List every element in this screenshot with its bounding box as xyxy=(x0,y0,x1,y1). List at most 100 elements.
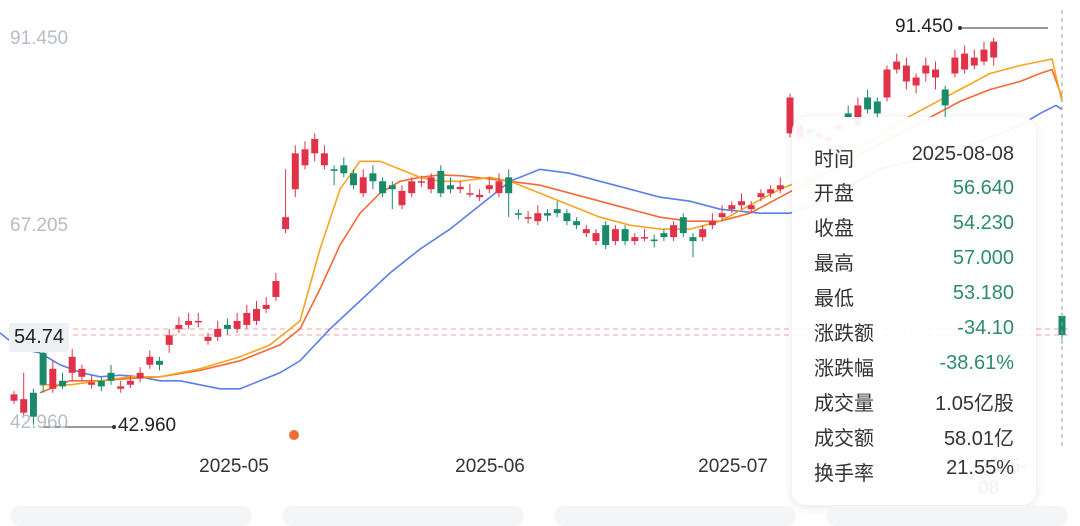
tooltip-row-change-pct: 涨跌幅 -38.61% xyxy=(814,352,1014,386)
low-marker-dot xyxy=(112,425,116,429)
candle-body xyxy=(902,65,910,82)
candle-body xyxy=(767,189,775,194)
tooltip-value: 57.000 xyxy=(952,247,1014,269)
candle-body xyxy=(883,69,891,98)
candle-body xyxy=(49,368,57,389)
tooltip-key: 最低 xyxy=(814,288,854,310)
candle-body xyxy=(10,394,18,401)
candle-body xyxy=(214,328,222,337)
candle-body xyxy=(563,213,571,222)
candle-body xyxy=(718,213,726,218)
bottom-tab-card[interactable] xyxy=(826,506,1068,526)
candle-body xyxy=(757,193,765,198)
candle-body xyxy=(970,57,978,66)
candle-body xyxy=(223,324,231,329)
y-tick-label-high: 91.450 xyxy=(10,28,69,49)
current-price-box: 54.74 xyxy=(9,323,70,352)
bottom-tab-card[interactable] xyxy=(10,506,252,526)
tooltip-key: 成交量 xyxy=(814,393,874,415)
candle-body xyxy=(301,149,309,166)
tooltip-row-volume: 成交量 1.05亿股 xyxy=(814,387,1014,421)
tooltip-key: 开盘 xyxy=(814,183,854,205)
candle-body xyxy=(408,181,416,194)
y-tick-label-low: 42.960 xyxy=(10,412,69,433)
candle-body xyxy=(505,177,513,194)
candle-body xyxy=(592,233,600,242)
tooltip-row-close: 收盘 54.230 xyxy=(814,212,1014,246)
tooltip-row-time: 时间 2025-08-08 xyxy=(814,143,1014,177)
candle-body xyxy=(88,382,96,385)
candle-body xyxy=(330,169,338,171)
candle-body xyxy=(990,41,998,58)
tooltip-key: 成交额 xyxy=(814,428,874,450)
candle-body xyxy=(388,185,396,190)
candle-body xyxy=(650,239,658,242)
candle-body xyxy=(156,360,163,365)
tooltip-row-high: 最高 57.000 xyxy=(814,247,1014,281)
candle-body xyxy=(117,386,125,389)
tooltip-key: 时间 xyxy=(814,149,854,171)
candle-body xyxy=(78,368,86,377)
candle-body xyxy=(175,324,183,329)
candle-body xyxy=(379,181,387,194)
candle-body xyxy=(679,217,687,234)
tooltip-value: 2025-08-08 xyxy=(911,143,1014,165)
tooltip-key: 涨跌幅 xyxy=(814,358,874,380)
candle-body xyxy=(485,185,493,190)
candle-body xyxy=(291,153,299,190)
candle-body xyxy=(708,221,716,226)
y-tick-label-mid: 67.205 xyxy=(10,215,69,236)
x-tick-label-may: 2025-05 xyxy=(199,456,269,477)
candle-body xyxy=(272,281,280,297)
candle-body xyxy=(427,177,435,190)
tooltip-key: 涨跌额 xyxy=(814,323,874,345)
candle-body xyxy=(447,185,454,190)
candle-body xyxy=(359,177,367,194)
candle-body xyxy=(20,399,28,413)
candle-body xyxy=(369,173,377,182)
candle-body xyxy=(544,213,551,216)
bottom-tab-card[interactable] xyxy=(282,506,524,526)
candle-body xyxy=(922,65,930,74)
candle-body xyxy=(262,304,270,309)
candle-body xyxy=(582,229,590,234)
candle-body xyxy=(689,237,697,242)
low-price-label: 42.960 xyxy=(118,415,177,436)
candle-body xyxy=(738,201,745,206)
tooltip-value: 58.01亿 xyxy=(943,428,1014,450)
candle-body xyxy=(476,194,484,198)
candle-body xyxy=(728,205,736,210)
tooltip-value: -38.61% xyxy=(939,352,1015,374)
candle-body xyxy=(185,320,193,325)
candle-body xyxy=(670,225,678,238)
candle-body xyxy=(456,186,464,190)
candle-body xyxy=(621,229,629,242)
tooltip-row-turnover-amount: 成交额 58.01亿 xyxy=(814,422,1014,456)
tooltip-value: 1.05亿股 xyxy=(935,393,1014,415)
tooltip-key: 收盘 xyxy=(814,218,854,240)
tooltip-row-open: 开盘 56.640 xyxy=(814,177,1014,211)
tooltip-row-change: 涨跌额 -34.10 xyxy=(814,317,1014,351)
tooltip-key: 换手率 xyxy=(814,463,874,485)
candle-body xyxy=(941,89,949,106)
candle-body xyxy=(282,217,290,230)
candle-body xyxy=(194,320,202,323)
candle-body xyxy=(864,97,872,110)
candle-body xyxy=(786,97,794,134)
candle-body xyxy=(641,237,648,239)
candle-body xyxy=(204,336,212,341)
candle-body xyxy=(776,185,784,190)
event-marker-dot[interactable] xyxy=(289,430,299,440)
candle-body xyxy=(165,335,173,345)
tooltip-value: -34.10 xyxy=(957,317,1014,339)
candle-body xyxy=(97,380,105,387)
bottom-tab-card[interactable] xyxy=(554,506,796,526)
candle-body xyxy=(699,229,707,238)
candle-body xyxy=(534,213,542,222)
candle-body xyxy=(602,225,610,246)
tooltip-value: 54.230 xyxy=(952,212,1014,234)
candle-body xyxy=(146,356,154,365)
candle-body xyxy=(611,229,619,242)
candle-body xyxy=(961,53,969,70)
